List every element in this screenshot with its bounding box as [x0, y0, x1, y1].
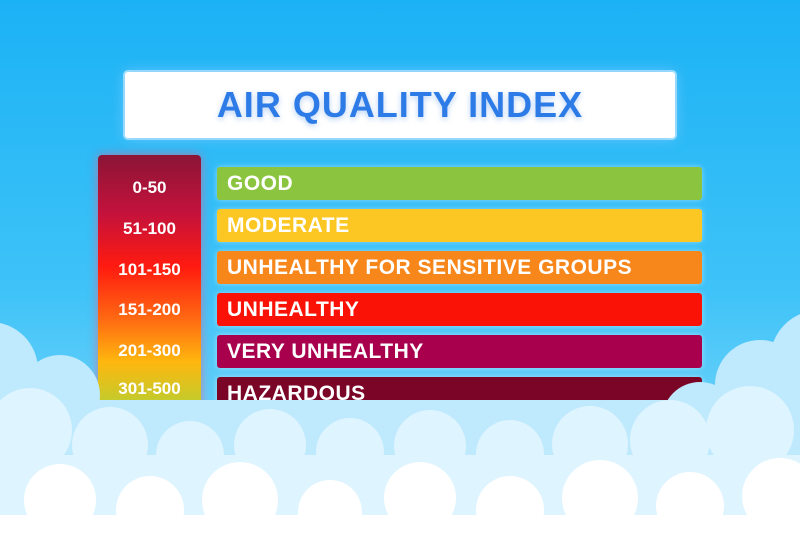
range-label-good: 0-50 — [132, 178, 167, 197]
band-label-moderate: MODERATE — [227, 213, 350, 237]
band-label-hazardous: HAZARDOUS — [227, 381, 366, 405]
band-moderate: MODERATE — [217, 209, 702, 242]
page-title: AIR QUALITY INDEX — [216, 84, 584, 125]
range-label-moderate: 51-100 — [123, 219, 176, 238]
band-label-unhealthy: UNHEALTHY — [227, 297, 360, 321]
range-label-sensitive: 101-150 — [118, 260, 181, 279]
range-label-very-unhealthy: 201-300 — [118, 341, 181, 360]
band-unhealthy-sensitive: UNHEALTHY FOR SENSITIVE GROUPS — [217, 251, 702, 284]
band-label-very-unhealthy: VERY UNHEALTHY — [227, 339, 424, 363]
title-banner: AIR QUALITY INDEX — [125, 72, 675, 138]
band-label-good: GOOD — [227, 171, 294, 195]
band-unhealthy: UNHEALTHY — [217, 293, 702, 326]
range-label-hazardous: 301-500 — [118, 379, 181, 398]
band-very-unhealthy: VERY UNHEALTHY — [217, 335, 702, 368]
band-hazardous: HAZARDOUS — [217, 377, 702, 410]
band-label-unhealthy-sensitive: UNHEALTHY FOR SENSITIVE GROUPS — [227, 255, 633, 279]
range-label-unhealthy: 151-200 — [118, 300, 181, 319]
front-clouds-icon — [0, 458, 800, 533]
aqi-range-scale: 0-50 51-100 101-150 151-200 201-300 301-… — [98, 155, 201, 420]
band-good: GOOD — [217, 167, 702, 200]
